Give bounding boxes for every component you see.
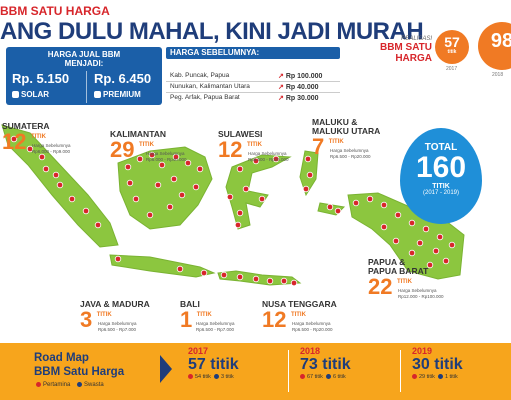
indonesia-map — [1, 124, 465, 287]
region-papua: PAPUA & PAPUA BARAT 22 TITIK Harga Sebel… — [368, 257, 444, 300]
price-divider — [86, 71, 87, 103]
realisasi-top: REALISASI — [400, 36, 432, 42]
premium-price: Rp. 6.450 — [94, 71, 152, 86]
harga-sebelumnya-title: HARGA SEBELUMNYA: — [166, 47, 340, 59]
circle-2017-unit: titik — [447, 49, 457, 55]
arrow-up-icon: ↗ — [278, 95, 284, 102]
swasta-swatch — [77, 382, 83, 387]
pertamina-swatch — [36, 382, 41, 387]
circle-2018-value: 98 — [490, 30, 511, 52]
year-divider — [400, 350, 401, 392]
region-sulawesi: SULAWESI 12 TITIK Harga Sebelumnya Rp6.5… — [218, 129, 289, 163]
headline: ANG DULU MAHAL, KINI JADI MURAH — [0, 18, 424, 45]
arrow-up-icon: ↗ — [278, 84, 284, 91]
roadmap-banner — [0, 343, 511, 400]
total-unit: TITIK — [432, 183, 450, 190]
harga-row: Nunukan, Kalimantan Utara ↗ Rp 40.000 — [170, 83, 319, 91]
roadmap-year-2019: 2019 30 titik 29 titik 1 titik — [412, 346, 463, 380]
circle-2017-year: 2017 — [446, 66, 458, 72]
circle-2017: 57 titik — [435, 30, 469, 64]
row-divider — [166, 92, 340, 93]
harga-jual-title-1: HARGA JUAL BBM — [47, 50, 121, 59]
circle-2018-year: 2018 — [492, 72, 504, 78]
region-kalimantan: KALIMANTAN 29 TITIK Harga Sebelumnya Rp6… — [110, 129, 187, 163]
circle-2017-value: 57 — [444, 34, 460, 50]
chevron-right-icon — [160, 355, 172, 383]
row-divider — [166, 81, 340, 82]
roadmap-legend: Pertamina Swasta — [36, 382, 104, 388]
solar-label: SOLAR — [12, 90, 49, 102]
total-value: 160 — [415, 151, 467, 184]
roadmap-year-2017: 2017 57 titik 54 titik 3 titik — [188, 346, 239, 380]
solar-price: Rp. 5.150 — [12, 71, 70, 86]
island-kalimantan — [117, 146, 213, 230]
year-divider — [288, 350, 289, 392]
solar-icon — [12, 91, 19, 99]
island-papua — [347, 192, 465, 280]
harga-jual-box: HARGA JUAL BBM MENJADI: Rp. 5.150 Rp. 6.… — [6, 47, 162, 105]
realisasi-bottom: BBM SATU HARGA — [379, 42, 432, 64]
map-pins — [10, 135, 456, 287]
harga-row: Peg. Arfak, Papua Barat ↗ Rp 30.000 — [170, 94, 319, 102]
harga-jual-title-2: MENJADI: — [64, 59, 104, 68]
total-label: TOTAL — [424, 142, 458, 153]
roadmap-year-2018: 2018 73 titik 67 titik 6 titik — [300, 346, 351, 380]
realisasi-label: REALISASI BBM SATU HARGA — [362, 36, 432, 64]
total-years: (2017 - 2019) — [422, 190, 460, 196]
subtitle: BBM SATU HARGA — [0, 4, 110, 18]
premium-label: PREMIUM — [94, 90, 141, 102]
island-sulawesi — [225, 154, 292, 230]
roadmap-title: Road Map BBM Satu Harga — [34, 352, 125, 378]
circle-2018: 98 — [478, 22, 511, 70]
harga-sebelumnya-box: HARGA SEBELUMNYA: Kab. Puncak, Papua ↗ Rp… — [166, 47, 340, 109]
region-maluku: MALUKU & MALUKU UTARA 7 TITIK Harga Sebe… — [312, 117, 381, 160]
region-bali: BALI 1 TITIK Harga Sebelumnya Rp6.500 - … — [180, 299, 235, 333]
region-nusa: NUSA TENGGARA 12 TITIK Harga Sebelumnya … — [262, 299, 337, 333]
total-badge: TOTAL 160 TITIK (2017 - 2019) — [400, 128, 482, 224]
harga-row: Kab. Puncak, Papua ↗ Rp 100.000 — [170, 72, 323, 80]
island-java — [109, 254, 216, 278]
harga-jual-title: HARGA JUAL BBM MENJADI: — [6, 50, 162, 68]
region-sumatera: SUMATERA 12 TITIK Harga Sebelumnya Rp6.0… — [2, 121, 71, 155]
region-java: JAVA & MADURA 3 TITIK Harga Sebelumnya R… — [80, 299, 150, 333]
premium-icon — [94, 91, 101, 99]
arrow-up-icon: ↗ — [278, 73, 284, 80]
